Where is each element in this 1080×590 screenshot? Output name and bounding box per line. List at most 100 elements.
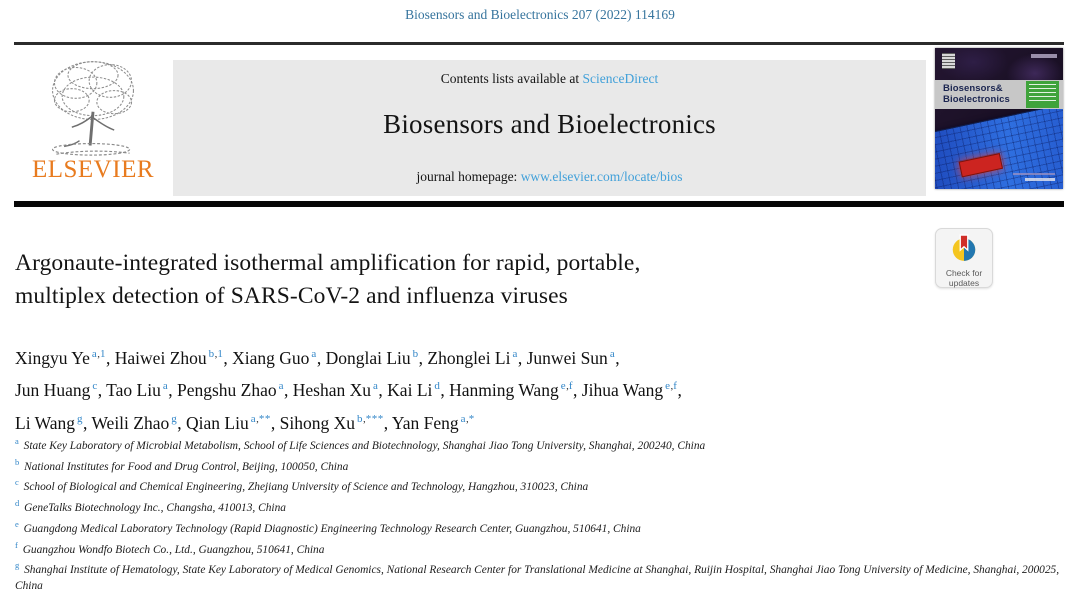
author-name: Haiwei Zhou <box>114 347 207 368</box>
author-separator: , <box>615 347 620 368</box>
author-affiliation-superscript[interactable]: a <box>373 380 379 393</box>
author-affiliation-superscript[interactable]: b,1 <box>208 348 224 360</box>
affiliation-superscript: d <box>15 498 20 509</box>
top-rule <box>14 42 1064 45</box>
author-name: Jun Huang <box>15 380 91 401</box>
author-affiliation-superscript[interactable]: a <box>512 348 518 360</box>
crossmark-icon <box>952 234 976 261</box>
contents-line: Contents lists available at ScienceDirec… <box>173 71 926 87</box>
author-separator: , <box>316 347 326 368</box>
affiliation-text: Guangdong Medical Laboratory Technology … <box>20 522 641 535</box>
cover-red-display <box>958 153 1004 178</box>
homepage-line: journal homepage: www.elsevier.com/locat… <box>173 169 926 185</box>
author-separator: , <box>378 380 388 401</box>
author-separator: , <box>573 380 582 401</box>
author-affiliation-superscript[interactable]: g <box>171 412 178 425</box>
check-for-updates-badge[interactable]: Check for updates <box>935 228 993 288</box>
author-name: Yan Feng <box>391 412 459 433</box>
author-name: Xingyu Ye <box>15 347 90 368</box>
affiliation-text: Shanghai Institute of Hematology, State … <box>15 564 1060 590</box>
affiliation-superscript: g <box>15 560 20 571</box>
journal-cover-thumbnail: Biosensors& Bioelectronics <box>935 48 1063 189</box>
cover-issue-text-bar <box>1031 54 1057 58</box>
author-separator: , <box>517 347 527 368</box>
author-separator: , <box>168 380 177 401</box>
author-separator: , <box>418 347 428 368</box>
affiliation-superscript: b <box>15 456 20 467</box>
elsevier-logo: ELSEVIER <box>14 54 172 194</box>
elsevier-wordmark: ELSEVIER <box>31 156 155 183</box>
author-name: Zhonglei Li <box>427 347 511 368</box>
affiliation: b National Institutes for Food and Drug … <box>15 455 1065 476</box>
author-separator: , <box>440 380 450 401</box>
affiliation: d GeneTalks Biotechnology Inc., Changsha… <box>15 496 1065 517</box>
article-title: Argonaute-integrated isothermal amplific… <box>15 247 835 313</box>
author-affiliation-superscript[interactable]: a,1 <box>91 348 107 360</box>
cover-title-banner: Biosensors& Bioelectronics <box>935 80 1063 109</box>
affiliation: a State Key Laboratory of Microbial Meta… <box>15 434 1065 455</box>
author-name: Sihong Xu <box>279 412 355 433</box>
author-separator: , <box>106 347 115 368</box>
author-affiliation-superscript[interactable]: a <box>311 348 317 360</box>
author-line: Li Wang g, Weili Zhao g, Qian Liu a,**, Sih… <box>15 405 915 437</box>
author-affiliation-superscript[interactable]: b,*** <box>356 412 384 425</box>
author-affiliation-superscript[interactable]: e,f <box>665 380 678 393</box>
affiliation: e Guangdong Medical Laboratory Technolog… <box>15 517 1065 538</box>
cover-footer-text-bar <box>1025 178 1055 181</box>
author-name: Junwei Sun <box>526 347 608 368</box>
author-separator: , <box>677 380 682 401</box>
affiliation-superscript: a <box>15 436 19 446</box>
author-separator: , <box>223 347 233 368</box>
cover-elsevier-mark-icon <box>942 53 955 69</box>
cover-green-box <box>1026 81 1059 108</box>
author-affiliation-superscript[interactable]: a <box>278 380 285 393</box>
author-name: Hanming Wang <box>449 380 559 401</box>
cover-journal-title: Biosensors& Bioelectronics <box>943 83 1010 105</box>
author-separator: , <box>270 412 280 433</box>
author-line: Jun Huang c, Tao Liu a, Pengshu Zhao a, Hes… <box>15 372 915 404</box>
affiliation: g Shanghai Institute of Hematology, Stat… <box>15 558 1065 590</box>
journal-citation-line: Biosensors and Bioelectronics 207 (2022)… <box>405 7 675 22</box>
affiliation-superscript: e <box>15 518 19 529</box>
author-name: Jihua Wang <box>581 380 664 401</box>
affiliation-text: School of Biological and Chemical Engine… <box>20 481 589 494</box>
author-affiliation-superscript[interactable]: g <box>77 412 83 425</box>
affiliation-text: GeneTalks Biotechnology Inc., Changsha, … <box>21 501 286 514</box>
elsevier-tree-icon <box>51 61 134 156</box>
author-name: Pengshu Zhao <box>176 380 277 401</box>
author-separator: , <box>83 412 92 433</box>
author-list: Xingyu Ye a,1, Haiwei Zhou b,1, Xiang Guo a… <box>15 340 915 437</box>
author-separator: , <box>177 412 186 433</box>
author-affiliation-superscript[interactable]: a,** <box>250 412 271 425</box>
author-name: Weili Zhao <box>91 412 170 433</box>
author-affiliation-superscript[interactable]: c <box>92 380 98 393</box>
author-affiliation-superscript[interactable]: e,f <box>560 380 574 393</box>
journal-title: Biosensors and Bioelectronics <box>383 109 716 139</box>
author-affiliation-superscript[interactable]: a <box>609 348 616 360</box>
affiliation-list: a State Key Laboratory of Microbial Meta… <box>15 434 1065 590</box>
article-title-line: Argonaute-integrated isothermal amplific… <box>15 250 641 276</box>
author-name: Xiang Guo <box>232 347 310 368</box>
author-affiliation-superscript[interactable]: b <box>412 348 419 360</box>
author-name: Donglai Liu <box>325 347 411 368</box>
author-affiliation-superscript[interactable]: a <box>162 380 169 393</box>
author-affiliation-superscript[interactable]: d <box>434 380 441 393</box>
affiliation: f Guangzhou Wondfo Biotech Co., Ltd., Gu… <box>15 538 1065 559</box>
author-separator: , <box>97 380 107 401</box>
author-affiliation-superscript[interactable]: a,* <box>460 412 475 425</box>
affiliation-text: Guangzhou Wondfo Biotech Co., Ltd., Guan… <box>19 543 325 556</box>
author-name: Li Wang <box>15 412 75 433</box>
journal-homepage-link[interactable]: www.elsevier.com/locate/bios <box>520 169 683 184</box>
affiliation-superscript: f <box>15 539 18 550</box>
journal-masthead-banner: Contents lists available at ScienceDirec… <box>173 60 926 196</box>
sciencedirect-link[interactable]: ScienceDirect <box>582 71 659 86</box>
author-name: Kai Li <box>387 380 433 401</box>
cover-circuit-board-image <box>935 103 1063 189</box>
article-title-line: multiplex detection of SARS-CoV-2 and in… <box>15 283 568 309</box>
author-name: Tao Liu <box>106 380 161 401</box>
affiliation: c School of Biological and Chemical Engi… <box>15 475 1065 496</box>
crossmark-label: Check for updates <box>945 268 983 288</box>
affiliation-superscript: c <box>15 477 19 488</box>
affiliation-text: National Institutes for Food and Drug Co… <box>21 460 349 473</box>
author-separator: , <box>284 380 293 401</box>
